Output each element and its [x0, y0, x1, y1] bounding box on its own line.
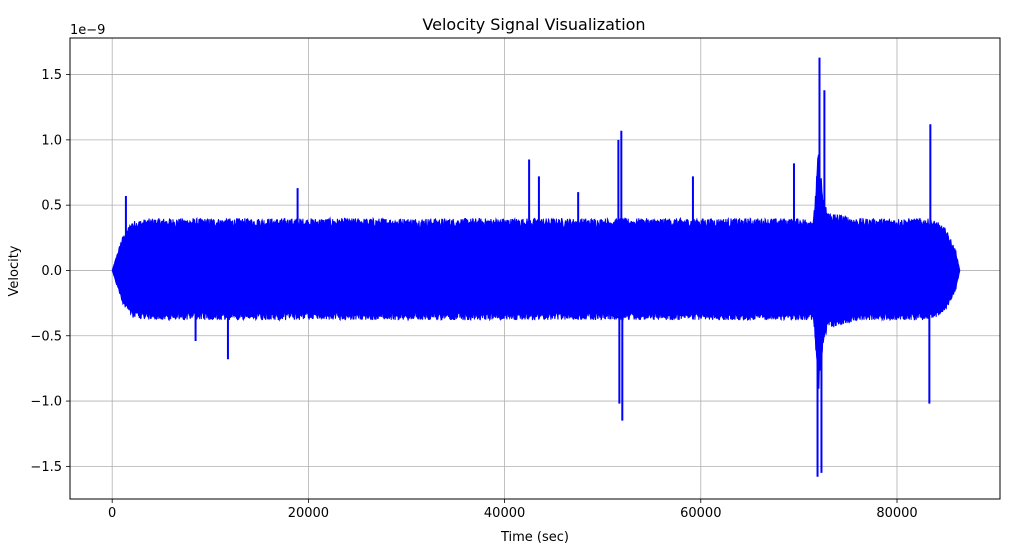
x-axis-title: Time (sec)	[500, 530, 569, 545]
chart-title: Velocity Signal Visualization	[422, 15, 645, 34]
x-axis-ticks: 0 20000 40000 60000 80000	[108, 499, 918, 521]
plot-frame	[69, 37, 1001, 500]
y-scale-offset-label: 1e−9	[70, 23, 105, 38]
x-tick-label: 40000	[484, 506, 525, 521]
y-axis-title: Velocity	[7, 245, 22, 296]
y-tick-label: 1.0	[41, 133, 62, 148]
y-tick-label: 1.5	[41, 68, 62, 83]
y-tick-label: −1.5	[30, 460, 62, 475]
x-tick-label: 20000	[288, 506, 329, 521]
signal-series	[111, 57, 961, 477]
y-tick-label: −1.0	[30, 395, 62, 410]
plot-area	[111, 57, 961, 477]
x-tick-label: 80000	[876, 506, 917, 521]
y-axis-ticks: −1.5 −1.0 −0.5 0.0 0.5 1.0 1.5	[30, 68, 70, 475]
x-tick-label: 0	[108, 506, 116, 521]
signal-envelope	[111, 154, 961, 389]
y-tick-label: −0.5	[30, 329, 62, 344]
x-tick-label: 60000	[680, 506, 721, 521]
y-tick-label: 0.0	[41, 264, 62, 279]
y-tick-label: 0.5	[41, 199, 62, 214]
